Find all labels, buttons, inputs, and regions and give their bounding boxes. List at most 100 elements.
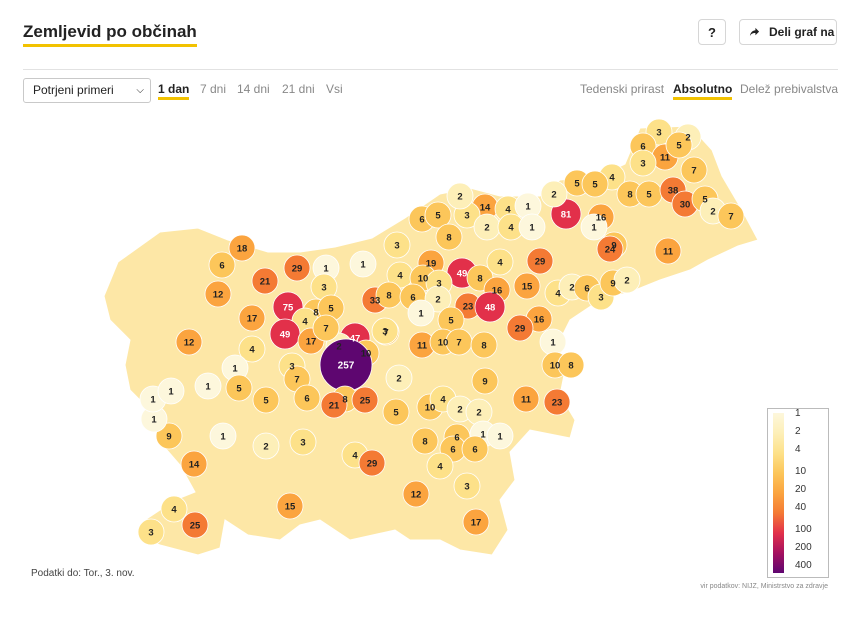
municipality-label: 1 <box>525 202 531 213</box>
municipality-label: 8 <box>477 274 482 285</box>
municipality-region[interactable] <box>461 435 489 463</box>
municipality-region[interactable] <box>175 328 203 356</box>
municipality-region[interactable] <box>581 170 609 198</box>
municipality-region[interactable] <box>580 213 608 241</box>
municipality-region[interactable] <box>209 422 237 450</box>
municipality-region[interactable] <box>320 391 348 419</box>
municipality-label: 3 <box>464 482 469 493</box>
municipality-region[interactable] <box>228 234 256 262</box>
tab-absolutno[interactable]: Absolutno <box>673 82 733 100</box>
municipality-label: 5 <box>592 180 598 191</box>
legend-label: 1 <box>795 408 801 419</box>
legend-label: 10 <box>795 466 807 477</box>
municipality-region[interactable] <box>486 248 514 276</box>
municipality-region[interactable] <box>424 201 452 229</box>
tab-21-dni[interactable]: 21 dni <box>282 82 315 96</box>
municipality-region[interactable] <box>312 314 340 342</box>
municipality-region[interactable] <box>462 508 490 536</box>
municipality-region[interactable] <box>411 427 439 455</box>
municipality-label: 29 <box>292 264 303 275</box>
municipality-region[interactable] <box>349 250 377 278</box>
municipality-region[interactable] <box>351 386 379 414</box>
municipality-label: 7 <box>323 324 328 335</box>
municipality-region[interactable] <box>596 235 624 263</box>
municipality-region[interactable] <box>486 422 514 450</box>
municipality-region[interactable] <box>289 428 317 456</box>
municipality-region[interactable] <box>518 213 546 241</box>
municipality-label: 7 <box>383 328 388 339</box>
municipality-region[interactable] <box>382 398 410 426</box>
municipality-region[interactable] <box>629 149 657 177</box>
municipality-region[interactable] <box>680 156 708 184</box>
municipality-region[interactable] <box>293 384 321 412</box>
municipality-region[interactable] <box>470 331 498 359</box>
municipality-label: 1 <box>323 264 329 275</box>
municipality-region[interactable] <box>446 182 474 210</box>
municipality-region[interactable] <box>513 272 541 300</box>
municipality-label: 1 <box>591 223 597 234</box>
municipality-region[interactable] <box>252 432 280 460</box>
municipality-region[interactable] <box>557 351 585 379</box>
municipality-region[interactable] <box>194 372 222 400</box>
municipality-region[interactable] <box>204 280 232 308</box>
metric-select[interactable]: Potrjeni primeri ⌵ <box>23 78 151 103</box>
municipality-label: 33 <box>370 296 381 307</box>
municipality-region[interactable] <box>251 267 279 295</box>
municipality-region[interactable] <box>155 422 183 450</box>
municipality-region[interactable] <box>717 202 745 230</box>
municipality-label: 8 <box>313 308 318 319</box>
municipality-region[interactable] <box>180 450 208 478</box>
tab-vsi[interactable]: Vsi <box>326 82 343 96</box>
municipality-region[interactable] <box>358 449 386 477</box>
municipality-region[interactable] <box>512 385 540 413</box>
municipality-region[interactable] <box>506 314 534 342</box>
municipality-region[interactable] <box>426 452 454 480</box>
municipality-region[interactable] <box>654 237 682 265</box>
municipality-region[interactable] <box>157 377 185 405</box>
tab-14-dni[interactable]: 14 dni <box>237 82 270 96</box>
tab-tedenski-prirast[interactable]: Tedenski prirast <box>580 82 665 96</box>
chevron-down-icon: ⌵ <box>136 85 144 96</box>
municipality-region[interactable] <box>238 304 266 332</box>
municipality-label: 21 <box>260 277 271 288</box>
municipality-region[interactable] <box>208 251 236 279</box>
municipality-region[interactable] <box>181 511 209 539</box>
municipality-label: 17 <box>247 314 258 325</box>
municipality-label: 3 <box>382 327 387 338</box>
municipality-label: 4 <box>440 395 446 406</box>
municipality-region[interactable] <box>474 291 506 323</box>
municipality-region[interactable] <box>252 386 280 414</box>
municipality-region[interactable] <box>471 367 499 395</box>
municipality-region[interactable] <box>435 223 463 251</box>
municipality-region[interactable] <box>540 180 568 208</box>
municipality-region[interactable] <box>407 299 435 327</box>
municipality-region[interactable] <box>543 388 571 416</box>
municipality-label: 8 <box>422 437 427 448</box>
municipality-region[interactable] <box>526 247 554 275</box>
municipality-region[interactable] <box>276 492 304 520</box>
tab-7-dni[interactable]: 7 dni <box>200 82 227 96</box>
municipality-region[interactable] <box>383 231 411 259</box>
municipality-label: 6 <box>640 142 645 153</box>
legend-box <box>767 408 829 578</box>
municipality-region[interactable] <box>665 131 693 159</box>
municipality-label: 25 <box>360 396 371 407</box>
municipality-label: 6 <box>304 394 309 405</box>
municipality-label: 11 <box>521 395 532 406</box>
municipality-region[interactable] <box>613 266 641 294</box>
municipality-region[interactable] <box>137 518 165 546</box>
municipality-label: 14 <box>189 460 200 471</box>
municipality-region[interactable] <box>283 254 311 282</box>
municipality-region[interactable] <box>371 317 399 345</box>
municipality-region[interactable] <box>238 335 266 363</box>
tab-1-dan[interactable]: 1 dan <box>158 82 190 100</box>
municipality-region[interactable] <box>225 374 253 402</box>
help-button[interactable]: ? <box>698 19 726 45</box>
municipality-region[interactable] <box>402 480 430 508</box>
municipality-region[interactable] <box>453 472 481 500</box>
tab-delez-prebivalstva[interactable]: Delež prebivalstva <box>740 82 839 96</box>
municipality-region[interactable] <box>160 495 188 523</box>
share-button[interactable]: Deli graf na <box>739 19 837 45</box>
municipality-region[interactable] <box>385 364 413 392</box>
